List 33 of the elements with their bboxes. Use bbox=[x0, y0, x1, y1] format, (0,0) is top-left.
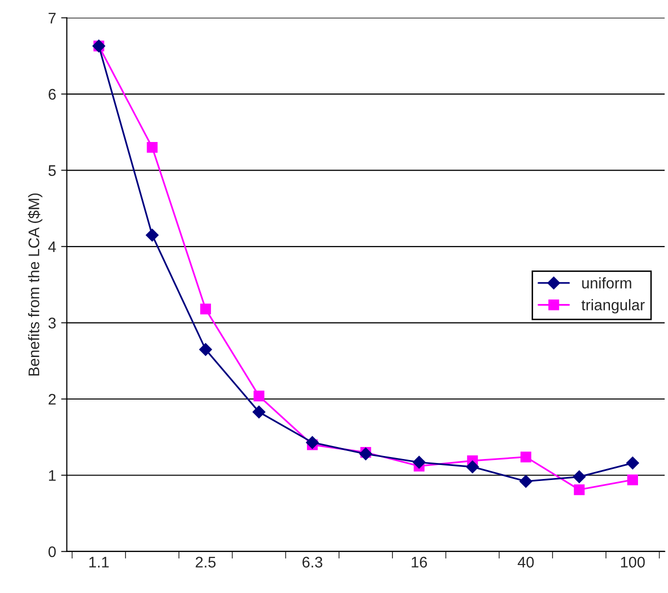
point bbox=[412, 456, 426, 469]
y-tick-label: 7 bbox=[48, 12, 56, 24]
point bbox=[627, 474, 638, 486]
point bbox=[199, 343, 212, 356]
y-axis-title: Benefits from the LCA ($M) bbox=[28, 193, 42, 376]
point bbox=[626, 456, 640, 470]
y-tick-label: 5 bbox=[48, 165, 56, 176]
point bbox=[146, 142, 158, 153]
point bbox=[359, 447, 372, 460]
point bbox=[466, 460, 479, 474]
point bbox=[520, 452, 532, 462]
point bbox=[572, 470, 586, 484]
y-tick-label: 2 bbox=[48, 394, 56, 405]
y-tick-label: 6 bbox=[48, 88, 56, 100]
point bbox=[146, 228, 159, 242]
x-tick-label: 2.5 bbox=[196, 556, 216, 568]
legend-label: uniform bbox=[582, 277, 632, 288]
y-tick-label: 1 bbox=[49, 470, 56, 481]
x-tick-label: 1.1 bbox=[89, 556, 109, 568]
point bbox=[306, 436, 319, 449]
point bbox=[254, 390, 264, 402]
y-tick-label: 3 bbox=[48, 318, 56, 328]
x-tick-label: 6.3 bbox=[302, 556, 322, 568]
point bbox=[519, 474, 532, 488]
x-tick-label: 16 bbox=[412, 556, 427, 568]
y-tick-label: 4 bbox=[48, 242, 56, 252]
y-tick-label: 0 bbox=[48, 546, 56, 558]
legend-label: triangular bbox=[581, 299, 645, 314]
point bbox=[200, 304, 211, 314]
point bbox=[574, 484, 585, 496]
point bbox=[252, 406, 266, 418]
x-tick-label: 40 bbox=[518, 556, 534, 568]
x-tick-label: 100 bbox=[621, 556, 645, 568]
